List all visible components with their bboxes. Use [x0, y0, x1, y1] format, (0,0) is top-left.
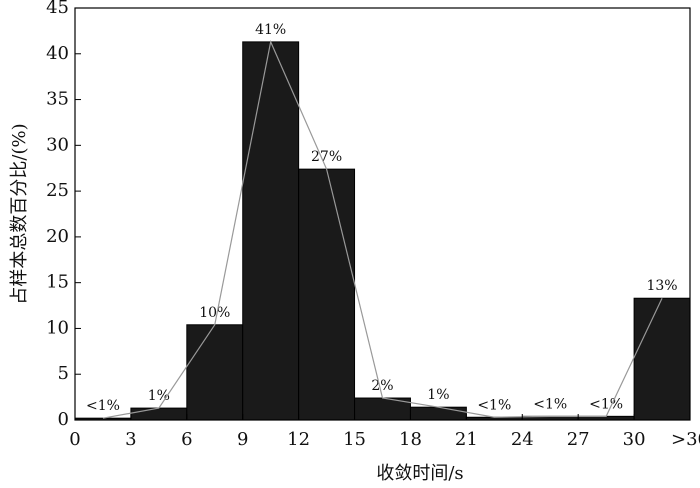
bar [186, 324, 244, 421]
value-label: 41% [255, 22, 286, 38]
value-label: 27% [311, 149, 342, 165]
plot-frame [74, 7, 691, 421]
y-tick-label: 10 [46, 317, 69, 338]
x-tick-label: 0 [69, 429, 80, 450]
bar [242, 41, 300, 421]
y-axis-label: 占样本总数百分比/(%) [9, 123, 30, 304]
value-label: <1% [477, 397, 511, 413]
x-tick-label: 30 [623, 429, 646, 450]
y-tick-label: 30 [46, 134, 69, 155]
value-label: 10% [199, 305, 230, 321]
x-tick-label: 24 [511, 429, 534, 450]
y-tick-label: 15 [46, 272, 69, 293]
y-tick-label: 0 [58, 409, 69, 430]
bar [130, 407, 188, 421]
value-label: 1% [427, 387, 449, 403]
x-tick-label: 21 [455, 429, 478, 450]
value-label: <1% [86, 398, 120, 414]
x-tick-label: 12 [287, 429, 310, 450]
x-tick-label: 18 [399, 429, 422, 450]
x-tick-label: 6 [181, 429, 192, 450]
y-tick-label: 40 [46, 43, 69, 64]
bar [409, 406, 467, 421]
x-tick-label: 3 [125, 429, 136, 450]
y-tick-label: 45 [46, 0, 69, 18]
value-label: <1% [589, 396, 623, 412]
bar [298, 168, 356, 421]
y-tick-label: 35 [46, 89, 69, 110]
x-tick-label: >30 [671, 429, 700, 450]
value-label: <1% [533, 396, 567, 412]
value-label: 13% [646, 278, 677, 294]
y-tick-label: 25 [46, 180, 69, 201]
bar [633, 297, 691, 421]
x-axis-label: 收敛时间/s [376, 463, 463, 484]
y-tick-label: 5 [58, 363, 69, 384]
value-label: 2% [371, 378, 393, 394]
x-tick-label: 15 [343, 429, 366, 450]
trend-line [102, 39, 663, 419]
x-tick-label: 27 [567, 429, 590, 450]
y-tick-label: 20 [46, 226, 69, 247]
x-tick-label: 9 [237, 429, 248, 450]
